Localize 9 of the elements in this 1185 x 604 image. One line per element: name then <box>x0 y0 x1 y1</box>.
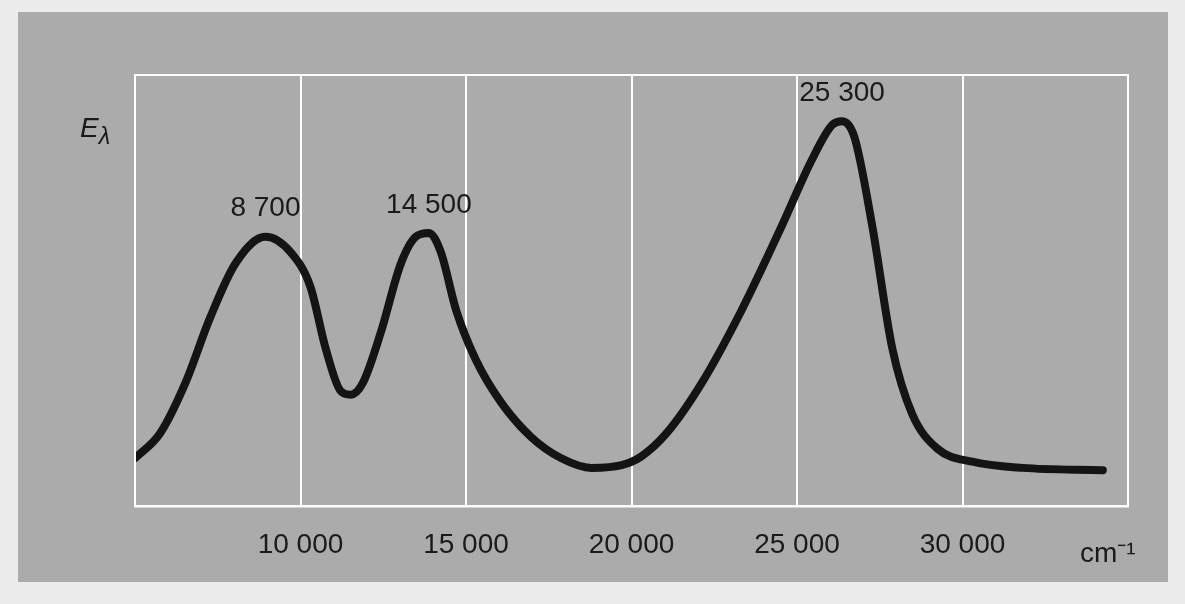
x-tick-label: 10 000 <box>257 527 344 559</box>
x-tick-label: 20 000 <box>588 527 675 559</box>
x-axis-title: cm⁻¹ <box>1080 536 1136 570</box>
x-tick-label: 25 000 <box>754 527 840 559</box>
y-axis-title: E$_{λ}$ <box>80 112 111 150</box>
annotation: 8 700 <box>230 191 301 223</box>
text: 25 300 <box>799 75 885 107</box>
x-tick-label: 15 000 <box>423 527 509 559</box>
x-tick-label: 30 000 <box>919 527 1006 559</box>
